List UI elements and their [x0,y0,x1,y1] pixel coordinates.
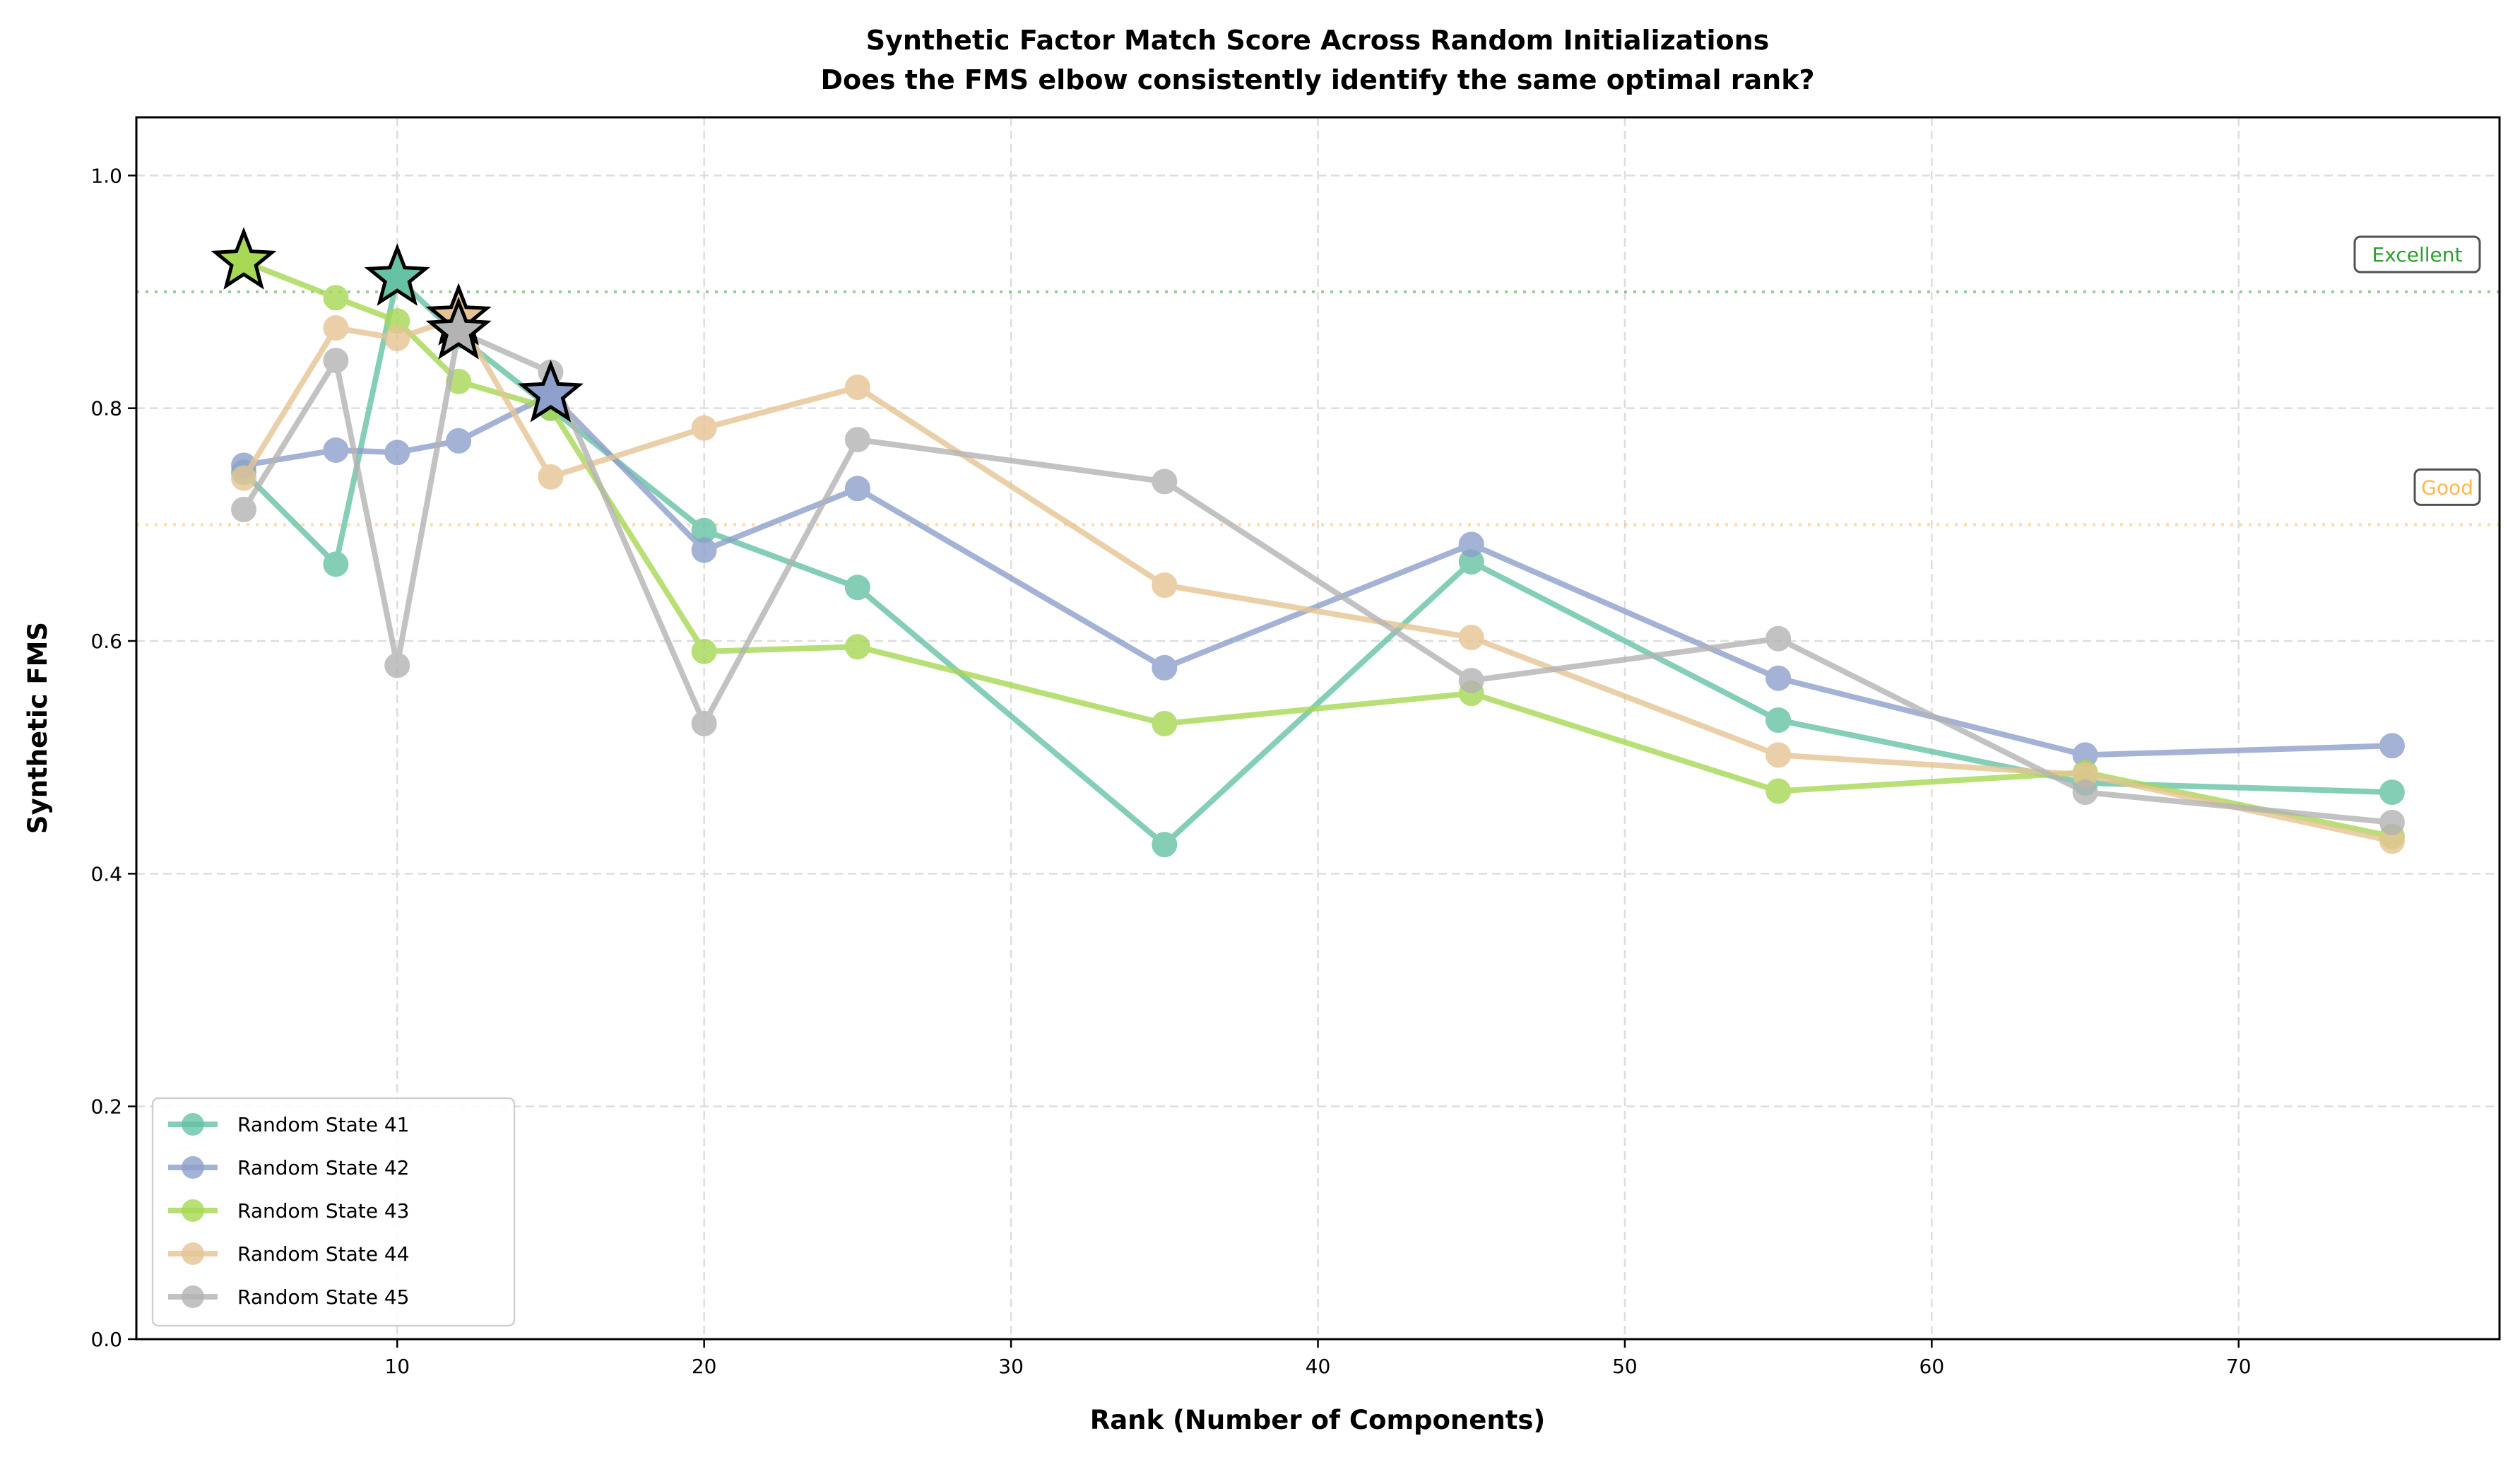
series-45 [231,318,2405,835]
best-rank-star-marker [211,227,277,290]
data-point [384,325,410,351]
legend: Random State 41 Random State 42 Random Sta… [151,1097,516,1327]
data-point [691,638,717,664]
data-point [1765,778,1792,804]
legend-label: Random State 43 [237,1199,409,1223]
x-tick-label: 60 [1919,1355,1945,1378]
best-rank-star-marker [517,359,584,423]
reference-label-excellent: Excellent [2372,243,2463,266]
data-point [1458,625,1484,651]
x-tick-label: 70 [2226,1355,2252,1378]
reference-label-good: Good [2421,476,2473,499]
x-tick-label: 40 [1306,1355,1331,1378]
reference-label-box [2353,235,2481,273]
x-tick-label: 20 [692,1355,717,1378]
data-point [1765,625,1792,652]
reference-lines: Excellent Good [136,235,2500,526]
data-point [1152,832,1178,858]
axis-ticks: 10 20 30 40 50 60 70 0.0 0.2 0.4 0.6 0.8 1.0 [90,164,2251,1378]
data-point [1458,531,1484,558]
best-rank-star-marker [364,243,430,306]
data-point [384,440,410,466]
data-point [323,551,349,577]
data-point [2379,733,2405,759]
reference-label-box [2413,468,2481,506]
data-point [538,464,564,490]
legend-label: Random State 42 [237,1156,409,1179]
data-point [2379,809,2405,835]
legend-label: Random State 41 [237,1113,409,1136]
x-tick-label: 30 [998,1355,1024,1378]
data-point [691,537,717,563]
legend-label: Random State 45 [237,1285,409,1309]
legend-marker [182,1156,204,1179]
chart-subtitle: Does the FMS elbow consistently identify… [820,64,1814,95]
data-point [446,428,472,454]
data-point [2379,779,2405,806]
data-point [231,465,257,491]
legend-marker [182,1199,204,1222]
y-tick-label: 0.6 [90,630,122,653]
x-tick-label: 50 [1612,1355,1638,1378]
data-point [231,496,257,522]
data-point [1152,710,1178,736]
data-point [323,285,349,311]
data-point [844,375,870,401]
y-axis-label: Synthetic FMS [23,622,53,834]
data-point [384,652,410,678]
data-point [1765,742,1792,768]
data-point [1765,665,1792,691]
x-axis-label: Rank (Number of Components) [1090,1405,1546,1435]
legend-box [151,1097,516,1327]
legend-marker [182,1113,204,1136]
y-tick-label: 1.0 [90,164,122,187]
data-point [2072,779,2098,806]
data-point [323,437,349,463]
series-line [241,328,2393,825]
data-point [1458,667,1484,693]
legend-marker [182,1242,204,1265]
data-point [691,415,717,441]
data-point [323,348,349,374]
data-point [691,710,717,736]
legend-label: Random State 44 [237,1242,409,1266]
legend-marker [182,1285,204,1308]
y-tick-label: 0.0 [90,1328,122,1351]
data-point [1152,654,1178,681]
x-tick-label: 10 [384,1355,410,1378]
data-point [844,575,870,601]
chart-title: Synthetic Factor Match Score Across Rand… [866,25,1770,56]
y-tick-label: 0.2 [90,1095,122,1119]
data-point [323,315,349,341]
data-point [844,427,870,453]
data-point [1152,469,1178,495]
data-point [1152,572,1178,598]
data-point [844,476,870,502]
y-tick-label: 0.4 [90,862,122,885]
data-point [844,634,870,660]
y-tick-label: 0.8 [90,397,122,420]
data-point [1765,707,1792,733]
best-rank-star-marker [425,297,492,360]
series-group [211,227,2405,858]
